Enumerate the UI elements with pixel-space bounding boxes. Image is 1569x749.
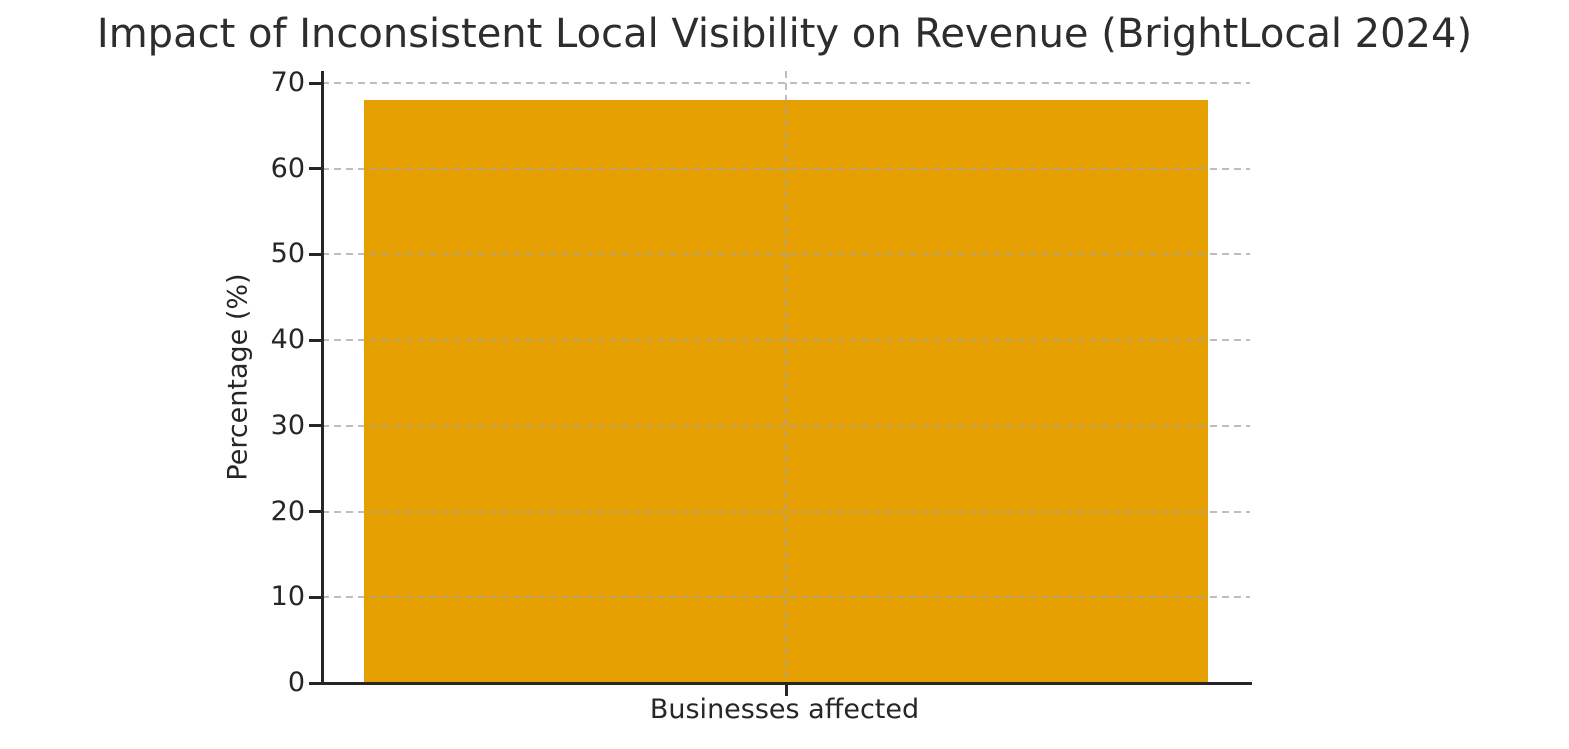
y-tick-mark-10 bbox=[308, 595, 321, 599]
y-tick-mark-30 bbox=[308, 424, 321, 428]
y-tick-mark-40 bbox=[308, 338, 321, 342]
x-tick-mark-category bbox=[784, 684, 788, 696]
y-tick-label-10: 10 bbox=[270, 581, 305, 613]
x-tick-label: Businesses affected bbox=[649, 694, 920, 725]
y-tick-mark-0 bbox=[308, 681, 321, 685]
y-axis-label: Percentage (%) bbox=[222, 273, 254, 481]
y-tick-label-70: 70 bbox=[270, 67, 305, 98]
y-tick-label-20: 20 bbox=[270, 495, 305, 527]
y-tick-label-50: 50 bbox=[270, 238, 305, 270]
gridline-v-category bbox=[785, 71, 787, 683]
y-tick-mark-60 bbox=[308, 167, 321, 171]
plot-area bbox=[308, 71, 1252, 696]
y-tick-label-40: 40 bbox=[270, 324, 305, 356]
x-axis-spine bbox=[320, 681, 1252, 685]
y-tick-label-60: 60 bbox=[270, 152, 305, 184]
y-tick-label-0: 0 bbox=[287, 667, 305, 698]
y-axis-spine bbox=[320, 71, 324, 685]
y-tick-mark-70 bbox=[308, 81, 321, 85]
y-tick-mark-50 bbox=[308, 252, 321, 256]
y-tick-label-30: 30 bbox=[270, 409, 305, 441]
y-tick-mark-20 bbox=[308, 510, 321, 514]
chart-title: Impact of Inconsistent Local Visibility … bbox=[96, 11, 1473, 57]
